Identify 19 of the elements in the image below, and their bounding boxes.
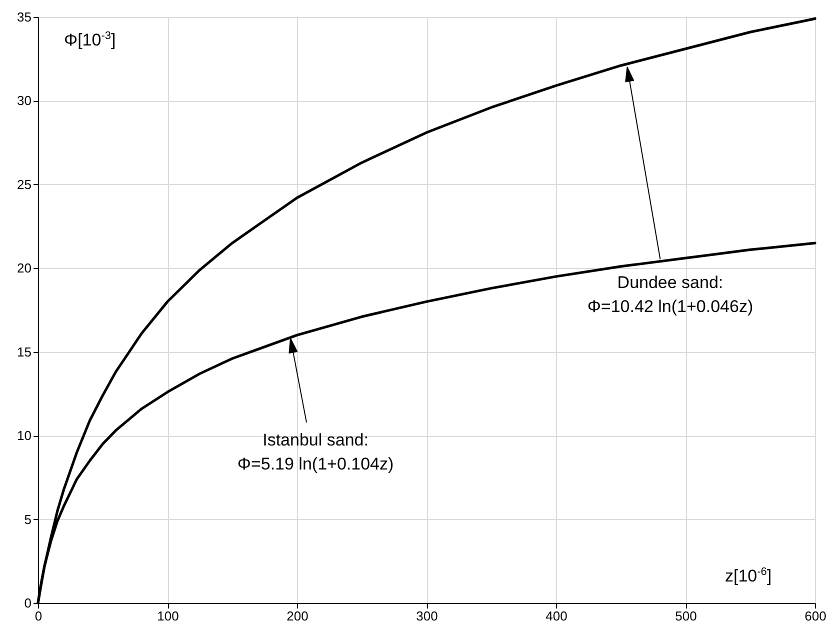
y-tick-label: 0 xyxy=(24,596,32,610)
y-tick-label: 35 xyxy=(17,10,32,24)
annotation: Istanbul sand: Φ=5.19 ln(1+0.104z) xyxy=(237,430,394,474)
y-axis-title: Φ[10$^{-3}$] xyxy=(64,30,116,51)
y-tick-label: 5 xyxy=(24,512,32,527)
x-tick-label: 500 xyxy=(675,608,697,621)
x-tick-label: 0 xyxy=(34,608,42,621)
x-tick-label: 200 xyxy=(286,608,308,621)
y-tick-label: 10 xyxy=(17,428,32,444)
x-tick-label: 600 xyxy=(804,608,826,621)
annotation: Dundee sand: Φ=10.42 ln(1+0.046z) xyxy=(587,273,754,316)
x-tick-label: 100 xyxy=(157,608,179,621)
y-tick-label: 30 xyxy=(17,93,32,108)
y-tick-label: 20 xyxy=(17,260,32,276)
y-tick-label: 25 xyxy=(17,176,32,192)
x-tick-label: 400 xyxy=(546,608,568,621)
x-tick-label: 300 xyxy=(416,608,438,621)
x-axis-title: z[10$^{-6}$] xyxy=(725,566,772,587)
y-tick-label: 15 xyxy=(17,344,32,360)
